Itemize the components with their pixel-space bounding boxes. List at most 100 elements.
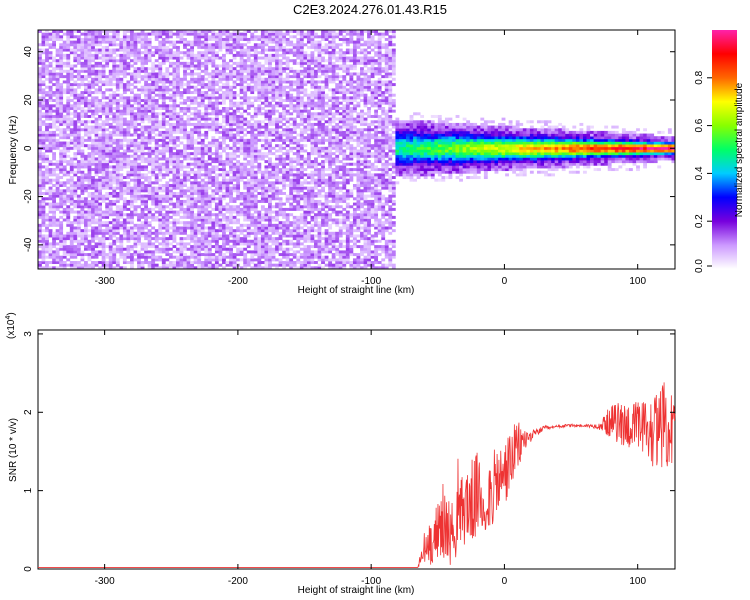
spectrogram-cell <box>186 186 191 190</box>
spectrogram-cell <box>66 181 71 185</box>
spectrogram-cell <box>264 261 269 264</box>
spectrogram-cell <box>158 186 163 190</box>
spectrogram-cell <box>84 160 88 164</box>
spectrogram-cell <box>285 96 290 100</box>
spectrogram-cell <box>55 221 60 225</box>
spectrogram-cell <box>232 32 237 36</box>
spectrogram-cell <box>236 35 241 39</box>
spectrogram-cell <box>197 242 202 246</box>
spectrogram-cell <box>271 69 276 73</box>
spectrogram-cell <box>257 77 262 81</box>
spectrogram-cell <box>172 67 177 71</box>
spectrogram-cell <box>225 75 230 79</box>
spectrogram-cell <box>119 130 124 134</box>
spectrogram-cell <box>130 178 134 182</box>
spectrogram-cell <box>207 253 212 257</box>
spectrogram-cell <box>62 170 67 174</box>
spectrogram-cell <box>243 258 248 262</box>
spectrogram-cell <box>69 207 74 211</box>
spectrogram-cell <box>48 43 53 47</box>
spectrogram-cell <box>45 213 49 217</box>
spectrogram-cell <box>250 138 255 142</box>
spectrogram-cell <box>147 99 152 102</box>
spectrogram-cell <box>197 104 202 108</box>
spectrogram-cell <box>257 85 262 89</box>
spectrogram-cell <box>154 181 159 185</box>
spectrogram-cell <box>250 114 255 118</box>
spectrogram-cell <box>130 229 134 233</box>
spectrogram-cell <box>193 170 198 174</box>
spectrogram-cell <box>80 40 85 44</box>
spectrogram-cell <box>253 141 258 145</box>
spectrogram-cell <box>126 67 131 71</box>
spectrogram-cell <box>172 178 177 182</box>
spectrogram-cell <box>105 261 110 264</box>
spectrogram-cell <box>239 173 244 177</box>
spectrogram-cell <box>84 144 88 148</box>
spectrogram-cell <box>144 136 149 140</box>
spectrogram-cell <box>246 231 251 235</box>
spectrogram-cell <box>94 48 99 52</box>
spectrogram-cell <box>48 109 53 113</box>
spectrogram-cell <box>73 239 78 243</box>
spectrogram-cell <box>253 207 258 211</box>
spectrogram-cell <box>52 205 56 209</box>
spectrogram-cell <box>278 96 283 100</box>
spectrogram-cell <box>211 255 216 259</box>
spectrogram-cell <box>84 30 88 33</box>
spectrogram-cell <box>190 231 195 235</box>
spectrogram-cell <box>232 189 237 193</box>
spectrogram-cell <box>222 83 226 87</box>
spectrogram-cell <box>260 218 265 222</box>
spectrogram-cell <box>94 197 99 201</box>
spectrogram-cell <box>73 122 78 126</box>
spectrogram-cell <box>218 237 223 241</box>
spectrogram-cell <box>59 120 64 124</box>
spectrogram-cell <box>101 237 106 241</box>
spectrogram-cell <box>239 43 244 47</box>
spectrogram-cell <box>285 231 290 235</box>
spectrogram-cell <box>183 255 187 259</box>
spectrogram-cell <box>94 194 99 198</box>
spectrogram-cell <box>38 250 42 254</box>
spectrogram-cell <box>98 223 102 227</box>
spectrogram-cell <box>275 231 279 235</box>
spectrogram-cell <box>48 93 53 97</box>
spectrogram-cell <box>176 122 180 126</box>
spectrogram-cell <box>243 202 248 206</box>
spectrogram-cell <box>236 250 241 254</box>
spectrogram-cell <box>91 218 95 222</box>
spectrogram-cell <box>101 197 106 201</box>
spectrogram-cell <box>76 263 81 267</box>
spectrogram-cell <box>76 144 81 148</box>
spectrogram-cell <box>140 59 145 63</box>
spectrogram-cell <box>268 213 272 217</box>
spectrogram-cell <box>147 114 152 118</box>
spectrogram-cell <box>246 146 251 150</box>
spectrogram-cell <box>225 226 230 230</box>
spectrogram-cell <box>246 149 251 153</box>
spectrogram-cell <box>126 170 131 174</box>
spectrogram-cell <box>246 64 251 68</box>
spectrogram-cell <box>112 176 117 180</box>
spectrogram-cell <box>69 176 74 180</box>
spectrogram-cell <box>176 261 180 264</box>
spectrogram-cell <box>232 72 237 76</box>
spectrogram-cell <box>101 144 106 148</box>
spectrogram-cell <box>91 104 95 108</box>
spectrogram-cell <box>165 59 170 63</box>
spectrogram-cell <box>108 125 113 129</box>
spectrogram-cell <box>98 162 102 166</box>
spectrogram-cell <box>41 197 46 201</box>
spectrogram-cell <box>84 56 88 60</box>
spectrogram-cell <box>236 128 241 132</box>
spectrogram-cell <box>207 149 212 153</box>
spectrogram-cell <box>183 91 187 95</box>
spectrogram-cell <box>179 226 184 230</box>
spectrogram-cell <box>232 67 237 71</box>
spectrogram-cell <box>172 117 177 121</box>
spectrogram-cell <box>62 242 67 246</box>
spectrogram-cell <box>94 64 99 68</box>
spectrogram-cell <box>91 168 95 172</box>
spectrogram-cell <box>115 69 120 73</box>
